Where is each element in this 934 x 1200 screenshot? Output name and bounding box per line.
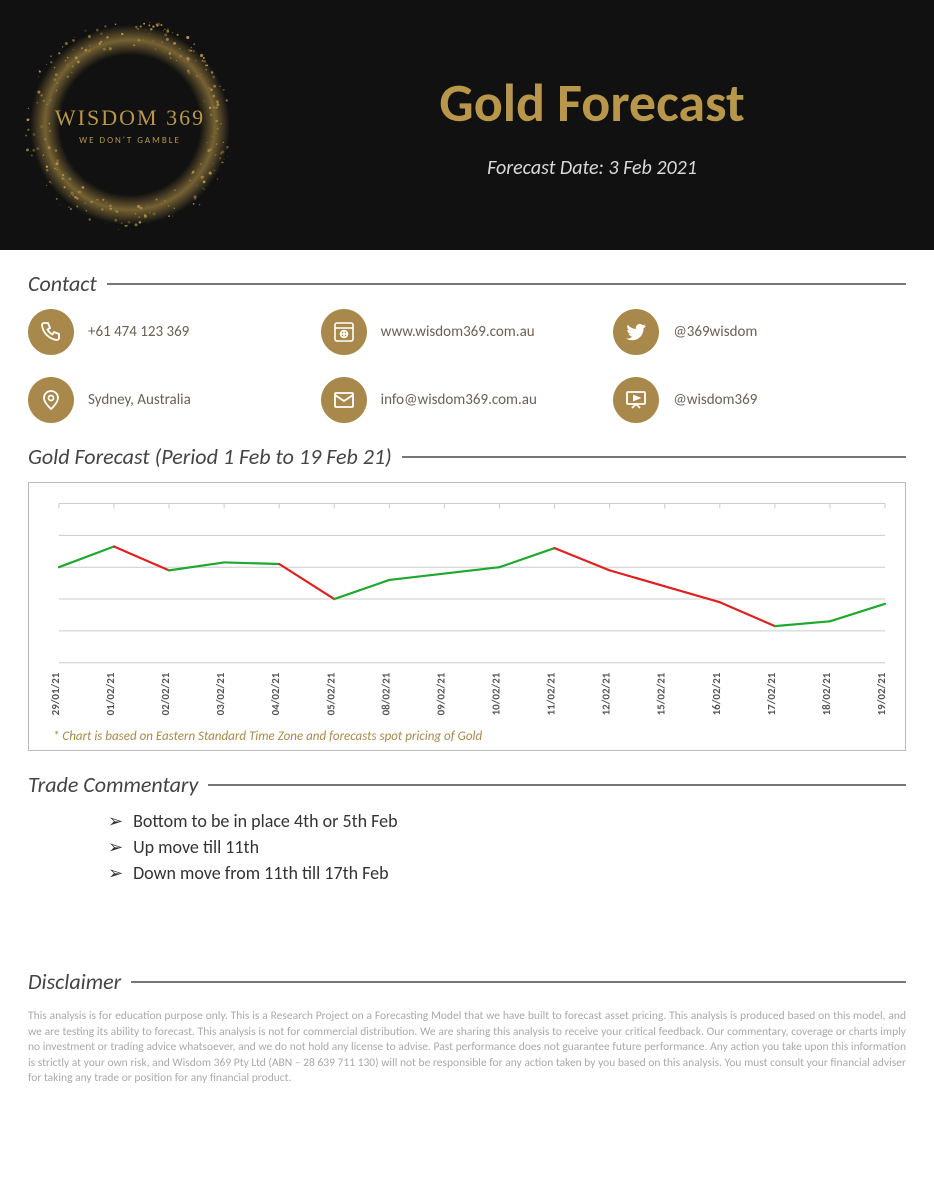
phone-icon bbox=[28, 309, 74, 355]
svg-text:18/02/21: 18/02/21 bbox=[820, 672, 833, 715]
section-label: Gold Forecast (Period 1 Feb to 19 Feb 21… bbox=[28, 443, 392, 470]
svg-text:01/02/21: 01/02/21 bbox=[104, 672, 117, 715]
section-rule bbox=[107, 283, 906, 285]
svg-text:12/02/21: 12/02/21 bbox=[600, 672, 613, 715]
commentary-item: Down move from 11th till 17th Feb bbox=[108, 862, 906, 884]
forecast-date: Forecast Date: 3 Feb 2021 bbox=[270, 156, 914, 180]
logo-subtitle: WE DON'T GAMBLE bbox=[79, 135, 181, 146]
svg-text:02/02/21: 02/02/21 bbox=[159, 672, 172, 715]
section-label: Disclaimer bbox=[28, 968, 121, 995]
section-heading-commentary: Trade Commentary bbox=[28, 771, 906, 798]
contact-location: Sydney, Australia bbox=[28, 377, 321, 423]
twitter-icon bbox=[613, 309, 659, 355]
contact-value: info@wisdom369.com.au bbox=[381, 391, 537, 409]
email-icon bbox=[321, 377, 367, 423]
hero-banner: WISDOM 369 WE DON'T GAMBLE Gold Forecast… bbox=[0, 0, 934, 250]
logo-title: WISDOM 369 bbox=[55, 105, 205, 131]
section-heading-disclaimer: Disclaimer bbox=[28, 968, 906, 995]
browser-icon bbox=[321, 309, 367, 355]
line-chart-svg: 29/01/21 01/02/21 02/02/21 03/02/21 04/02/21… bbox=[39, 493, 895, 723]
svg-text:10/02/21: 10/02/21 bbox=[490, 672, 503, 715]
svg-text:16/02/21: 16/02/21 bbox=[710, 672, 723, 715]
svg-text:19/02/21: 19/02/21 bbox=[875, 672, 888, 715]
commentary-item: Up move till 11th bbox=[108, 836, 906, 858]
section-rule bbox=[402, 456, 906, 458]
contact-grid: +61 474 123 369 www.wisdom369.com.au @36… bbox=[28, 309, 906, 423]
page-title: Gold Forecast bbox=[270, 70, 914, 136]
section-label: Contact bbox=[28, 270, 97, 297]
svg-text:04/02/21: 04/02/21 bbox=[269, 672, 282, 715]
section-label: Trade Commentary bbox=[28, 771, 198, 798]
commentary-text: Bottom to be in place 4th or 5th Feb bbox=[133, 810, 397, 832]
contact-value: www.wisdom369.com.au bbox=[381, 323, 535, 341]
presentation-icon bbox=[613, 377, 659, 423]
section-rule bbox=[208, 784, 906, 786]
contact-value: @369wisdom bbox=[673, 323, 757, 341]
contact-video[interactable]: @wisdom369 bbox=[613, 377, 906, 423]
contact-twitter[interactable]: @369wisdom bbox=[613, 309, 906, 355]
commentary-text: Up move till 11th bbox=[133, 836, 259, 858]
commentary-text: Down move from 11th till 17th Feb bbox=[133, 862, 388, 884]
contact-web[interactable]: www.wisdom369.com.au bbox=[321, 309, 614, 355]
svg-text:17/02/21: 17/02/21 bbox=[765, 672, 778, 715]
svg-text:15/02/21: 15/02/21 bbox=[655, 672, 668, 715]
forecast-chart: 29/01/21 01/02/21 02/02/21 03/02/21 04/02/21… bbox=[28, 482, 906, 751]
svg-text:08/02/21: 08/02/21 bbox=[379, 672, 392, 715]
location-icon bbox=[28, 377, 74, 423]
contact-email[interactable]: info@wisdom369.com.au bbox=[321, 377, 614, 423]
svg-text:05/02/21: 05/02/21 bbox=[324, 672, 337, 715]
section-heading-contact: Contact bbox=[28, 270, 906, 297]
commentary-item: Bottom to be in place 4th or 5th Feb bbox=[108, 810, 906, 832]
svg-text:09/02/21: 09/02/21 bbox=[434, 672, 447, 715]
chart-footnote: * Chart is based on Eastern Standard Tim… bbox=[39, 723, 895, 746]
commentary-list: Bottom to be in place 4th or 5th Feb Up m… bbox=[28, 810, 906, 884]
contact-value: @wisdom369 bbox=[673, 391, 757, 409]
contact-phone: +61 474 123 369 bbox=[28, 309, 321, 355]
svg-text:03/02/21: 03/02/21 bbox=[214, 672, 227, 715]
disclaimer-text: This analysis is for education purpose o… bbox=[0, 1007, 934, 1097]
section-heading-chart: Gold Forecast (Period 1 Feb to 19 Feb 21… bbox=[28, 443, 906, 470]
brand-logo: WISDOM 369 WE DON'T GAMBLE bbox=[20, 15, 240, 235]
contact-value: Sydney, Australia bbox=[88, 391, 191, 409]
section-rule bbox=[131, 981, 906, 983]
contact-value: +61 474 123 369 bbox=[88, 323, 189, 341]
svg-text:11/02/21: 11/02/21 bbox=[545, 672, 558, 715]
svg-text:29/01/21: 29/01/21 bbox=[49, 672, 62, 715]
